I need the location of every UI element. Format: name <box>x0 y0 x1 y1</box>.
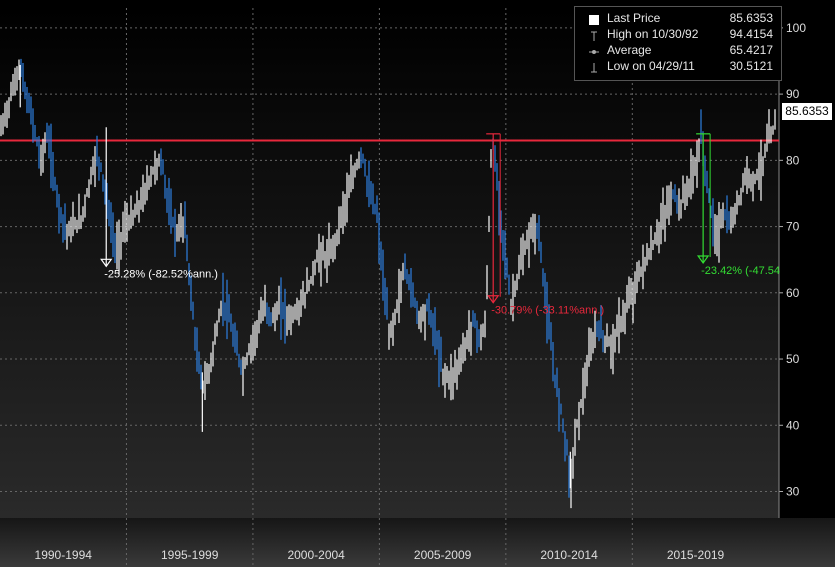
legend-value: 30.5121 <box>729 59 773 73</box>
drawdown-label: -30.79% (-33.11%ann.) <box>491 305 604 317</box>
x-tick-label: 1990-1994 <box>35 548 93 562</box>
x-tick-label: 2000-2004 <box>287 548 345 562</box>
x-tick-label: 2010-2014 <box>540 548 598 562</box>
legend-item-low: Low on 04/29/11 30.5121 <box>583 59 773 75</box>
legend-label: Low on 04/29/11 <box>607 59 695 73</box>
drawdown-label: -23.42% (-47.54 <box>701 265 780 277</box>
y-tick-label: 50 <box>786 352 800 366</box>
drawdown-label: -25.28% (-82.52%ann.) <box>104 268 218 280</box>
y-tick-label: 30 <box>786 485 800 499</box>
legend-item-high: High on 10/30/92 94.4154 <box>583 27 773 43</box>
white-square-icon <box>589 14 599 28</box>
y-tick-label: 40 <box>786 418 800 432</box>
drawdown-marker <box>696 255 710 265</box>
y-tick-label: 90 <box>786 87 800 101</box>
y-tick-label: 80 <box>786 153 800 167</box>
x-tick-label: 2015-2019 <box>667 548 725 562</box>
low-marker-icon <box>589 62 599 76</box>
y-tick-label: 70 <box>786 220 800 234</box>
legend-value: 94.4154 <box>729 27 773 41</box>
last-price-label: 85.6353 <box>782 103 832 120</box>
legend-label: High on 10/30/92 <box>607 27 699 41</box>
high-marker-icon <box>589 30 599 44</box>
drawdown-marker <box>100 258 113 268</box>
y-tick-label: 100 <box>786 21 806 35</box>
x-tick-label: 2005-2009 <box>414 548 472 562</box>
average-marker-icon <box>589 46 599 60</box>
legend-label: Average <box>607 43 652 57</box>
chart-legend: Last Price 85.6353 High on 10/30/92 94.4… <box>574 6 782 81</box>
legend-label: Last Price <box>607 11 661 25</box>
time-axis-band <box>0 518 835 567</box>
x-tick-label: 1995-1999 <box>161 548 219 562</box>
legend-value: 85.6353 <box>729 11 773 25</box>
y-tick-label: 60 <box>786 286 800 300</box>
plot-background <box>0 8 779 518</box>
legend-item-last-price: Last Price 85.6353 <box>583 11 773 27</box>
drawdown-marker <box>487 295 500 304</box>
legend-item-average: Average 65.4217 <box>583 43 773 59</box>
legend-value: 65.4217 <box>729 43 773 57</box>
